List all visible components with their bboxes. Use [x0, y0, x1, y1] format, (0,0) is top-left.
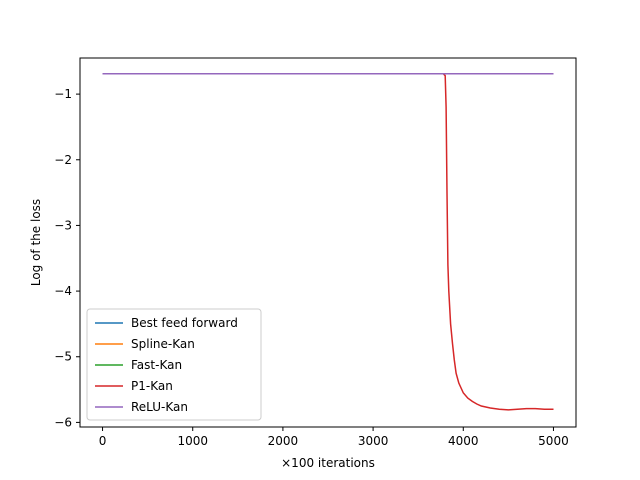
y-tick-label: −6 — [54, 415, 72, 429]
x-axis-label: ×100 iterations — [281, 456, 375, 470]
legend-label: P1-Kan — [131, 379, 173, 393]
x-tick-label: 2000 — [268, 434, 299, 448]
legend-label: Spline-Kan — [131, 337, 195, 351]
axes-layer: 0 1000 2000 3000 4000 5000 −1 −2 −3 −4 −5 −6 — [54, 87, 568, 448]
series-line-p1-kan — [102, 73, 554, 411]
y-tick-label: −1 — [54, 87, 72, 101]
x-tick-label: 1000 — [177, 434, 208, 448]
x-tick-label: 5000 — [538, 434, 569, 448]
plot-frame — [79, 57, 577, 428]
legend-box — [86, 308, 262, 421]
legend-label: Fast-Kan — [131, 358, 182, 372]
legend-label: ReLU-Kan — [131, 400, 188, 414]
y-tick-label: −2 — [54, 153, 72, 167]
legend-label: Best feed forward — [131, 316, 238, 330]
y-axis-label: Log of the loss — [29, 199, 43, 286]
x-tick-label: 4000 — [448, 434, 479, 448]
y-tick-label: −4 — [54, 284, 72, 298]
legend: Best feed forward Spline-Kan Fast-Kan P1-Ka… — [86, 308, 262, 421]
x-tick-label: 0 — [99, 434, 107, 448]
y-tick-label: −3 — [54, 218, 72, 232]
x-tick-label: 3000 — [358, 434, 389, 448]
y-tick-label: −5 — [54, 350, 72, 364]
series-layer — [102, 73, 554, 411]
